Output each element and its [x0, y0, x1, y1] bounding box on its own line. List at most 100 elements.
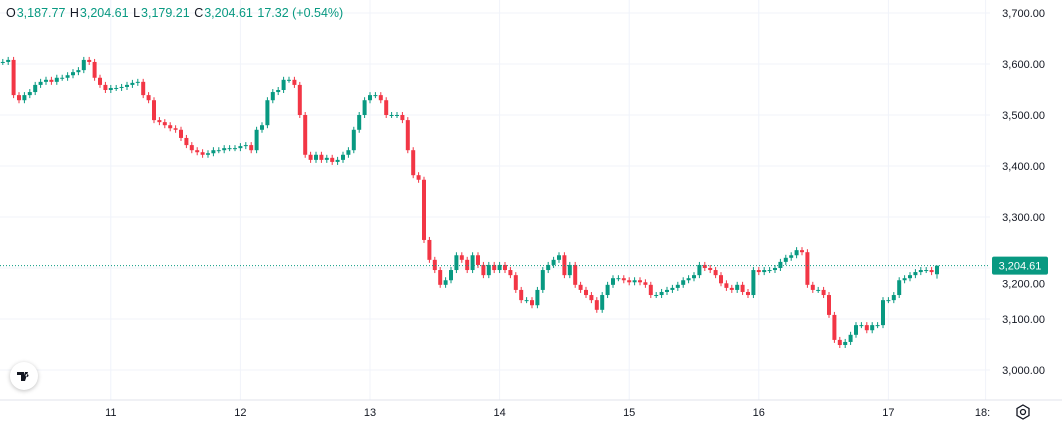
candle-down [152, 100, 156, 121]
candle-up [632, 280, 637, 283]
candle-up [697, 264, 702, 276]
candle-up [71, 72, 75, 76]
candle-down [864, 325, 869, 331]
candle-up [486, 264, 491, 276]
candle-up [65, 75, 70, 78]
candle-down [157, 120, 162, 123]
price-tick-label: 3,500.00 [1002, 110, 1045, 122]
candle-down [519, 289, 524, 301]
price-tick-label: 3,400.00 [1002, 161, 1045, 173]
candle-down [184, 137, 189, 146]
candle-up [0, 61, 5, 63]
candle-down [384, 100, 389, 115]
candle-down [330, 157, 335, 162]
candle-up [346, 150, 351, 155]
candle-down [713, 270, 718, 276]
candle-down [146, 95, 151, 101]
candle-down [162, 122, 167, 126]
candle-up [762, 270, 767, 273]
candle-down [378, 95, 383, 101]
candle-up [605, 284, 610, 296]
candle-down [589, 295, 594, 301]
candle-up [848, 334, 853, 342]
candle-down [481, 264, 486, 276]
candle-down [627, 280, 632, 283]
price-axis[interactable]: 3,700.00 3,600.00 3,500.00 3,400.00 3,300.00… [992, 8, 1048, 377]
settings-icon[interactable] [1014, 403, 1032, 421]
candle-down [168, 125, 173, 129]
candle-down [87, 59, 92, 62]
open-label: O [6, 6, 16, 20]
candle-down [800, 250, 804, 253]
candle-down [594, 300, 599, 310]
candle-down [805, 252, 810, 285]
candle-down [832, 314, 837, 340]
price-tick-label: 3,100.00 [1002, 314, 1045, 326]
tradingview-logo[interactable] [10, 362, 38, 390]
candle-up [843, 341, 848, 346]
candle-up [924, 270, 929, 272]
candle-down [719, 275, 723, 284]
candle-down [98, 77, 102, 85]
candle-up [38, 81, 43, 85]
candle-up [567, 264, 572, 276]
ohlc-legend: O3,187.77 H3,204.61 L3,179.21 C3,204.61 … [6, 6, 344, 20]
candle-up [735, 284, 740, 290]
candle-up [108, 87, 113, 91]
candle-up [130, 82, 135, 85]
time-tick-label: 12 [234, 407, 246, 419]
candle-up [44, 79, 48, 82]
candle-down [821, 289, 826, 296]
candle-up [692, 275, 696, 279]
candle-up [816, 289, 821, 291]
candle-down [173, 128, 178, 130]
candle-up [324, 157, 329, 160]
candle-up [287, 79, 291, 81]
candle-down [422, 179, 426, 240]
candle-down [432, 259, 437, 271]
candle-down [319, 154, 324, 160]
time-tick-label: 13 [364, 407, 376, 419]
candle-down [465, 259, 470, 271]
candle-down [638, 280, 642, 283]
time-tick-label: 15 [623, 407, 635, 419]
current-price-label: 3,204.61 [999, 261, 1042, 273]
candle-up [891, 295, 896, 301]
candle-down [200, 152, 205, 155]
candle-down [508, 270, 513, 276]
candle-up [616, 278, 621, 280]
candle-down [179, 129, 183, 138]
time-axis[interactable]: 11 12 13 14 15 16 17 18:0 [105, 407, 996, 419]
candle-up [665, 289, 669, 292]
candle-up [913, 272, 918, 276]
candle-up [654, 295, 659, 297]
candle-up [875, 325, 880, 327]
candle-up [859, 325, 864, 327]
candle-down [11, 59, 16, 96]
candle-down [405, 120, 410, 151]
candle-up [751, 270, 756, 296]
candle-down [756, 270, 761, 273]
candle-up [524, 300, 529, 302]
candle-up [81, 59, 86, 71]
candle-up [778, 261, 783, 268]
candle-down [103, 84, 108, 91]
candle-up [276, 90, 281, 93]
low-value: 3,179.21 [141, 6, 190, 20]
candle-up [265, 100, 270, 126]
low-label: L [133, 6, 141, 20]
candle-up [216, 150, 221, 152]
high-label: H [69, 6, 79, 20]
candle-down [303, 115, 308, 155]
candle-down [141, 81, 146, 96]
candle-up [27, 92, 32, 96]
current-price-badge [992, 256, 1048, 275]
candle-up [870, 325, 875, 331]
time-tick-label: 16 [753, 407, 765, 419]
candle-up [22, 95, 27, 101]
candle-down [17, 95, 21, 101]
candle-up [206, 153, 210, 155]
candle-up [611, 278, 615, 285]
candle-up [125, 84, 129, 87]
